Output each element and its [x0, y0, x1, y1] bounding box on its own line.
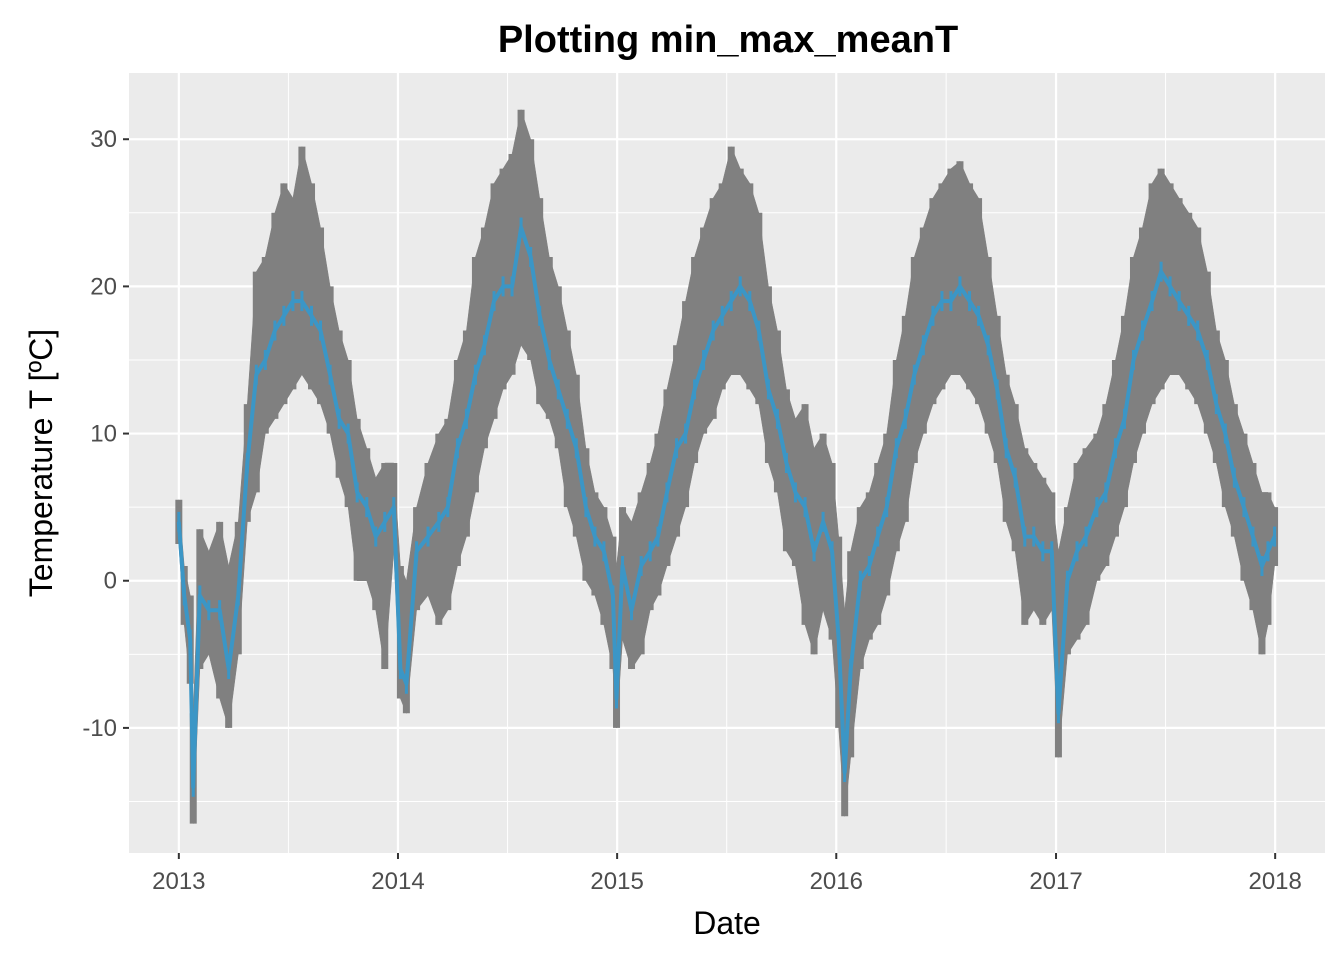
x-tick-label: 2013	[152, 868, 205, 895]
y-tick-label: 20	[90, 273, 117, 300]
range-band-segment	[941, 167, 952, 391]
range-band-segment	[1267, 492, 1275, 625]
range-band-segment	[730, 146, 741, 375]
mean-line	[176, 225, 1277, 789]
range-band-segment	[703, 198, 714, 435]
range-band-segment	[301, 146, 312, 391]
axis-tick-labels: 2013 2014 2015 2016 2017 2018 -10 0 10 20 30	[82, 126, 1302, 895]
range-band-segment	[649, 433, 659, 611]
y-tick-label: 10	[90, 421, 117, 448]
y-tick-label: -10	[82, 715, 117, 742]
x-tick-label: 2015	[590, 868, 643, 895]
min-max-range-series	[175, 109, 1279, 824]
x-tick-label: 2014	[371, 868, 424, 895]
y-axis-title: Temperature T [ºC]	[23, 329, 59, 597]
axis-ticks	[123, 138, 1277, 859]
x-axis-title: Date	[693, 905, 761, 941]
y-tick-label: 30	[90, 126, 117, 153]
range-band-segment	[712, 182, 723, 419]
range-band-segment	[694, 227, 704, 464]
chart-title: Plotting min_max_meanT	[498, 19, 958, 61]
range-band-segment	[959, 161, 970, 391]
x-tick-label: 2018	[1248, 868, 1301, 895]
x-tick-label: 2016	[810, 868, 863, 895]
x-tick-label: 2017	[1029, 868, 1082, 895]
range-band-segment	[502, 153, 513, 391]
range-band-segment	[721, 146, 732, 391]
range-band-segment	[950, 160, 961, 375]
range-band-segment	[274, 183, 285, 420]
y-tick-label: 0	[104, 568, 117, 595]
mean-series	[176, 217, 1277, 797]
